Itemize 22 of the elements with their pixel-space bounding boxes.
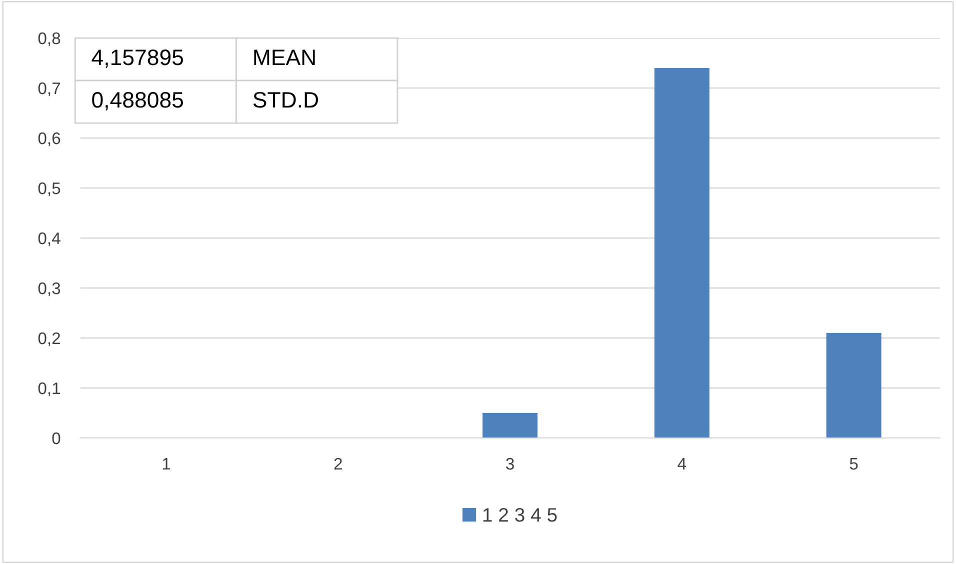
x-tick-label: 2: [334, 458, 342, 470]
x-tick-label: 3: [506, 458, 514, 470]
x-tick-label: 5: [850, 458, 858, 470]
y-tick-label: 0,8: [38, 32, 60, 46]
y-tick-label: 0,1: [38, 382, 60, 396]
annotation: MEAN: [254, 50, 315, 66]
y-tick-label: 0,7: [38, 82, 60, 96]
y-tick-label: 0,6: [38, 132, 60, 146]
legend-label: 1 2 3 4 5: [483, 508, 557, 522]
y-tick-label: 0,5: [38, 182, 60, 196]
bar: [826, 333, 882, 438]
y-tick-label: 0,2: [38, 332, 60, 346]
x-tick-label: 1: [162, 458, 170, 470]
annotation: STD.D: [253, 92, 318, 108]
x-tick-label: 4: [678, 458, 686, 470]
bar: [654, 68, 710, 438]
bar: [482, 413, 538, 438]
y-tick-label: 0,3: [38, 282, 60, 296]
y-tick-label: 0: [52, 432, 60, 444]
y-tick-label: 0,4: [38, 232, 60, 246]
annotation: 4,157895: [92, 49, 184, 68]
annotation: 0,488085: [92, 92, 184, 110]
